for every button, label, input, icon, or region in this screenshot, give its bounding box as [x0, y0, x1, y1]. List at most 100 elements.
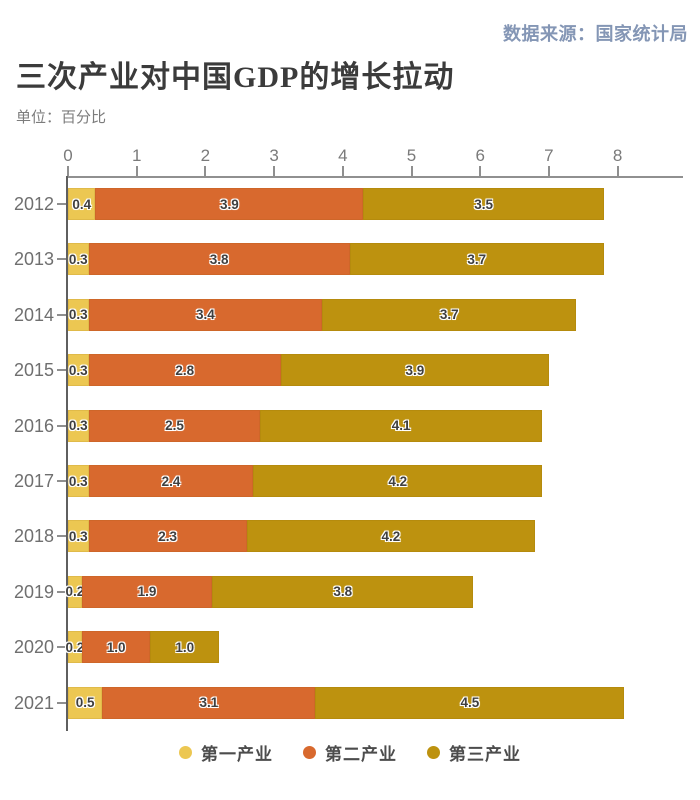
legend-label: 第二产业: [325, 745, 397, 764]
x-axis-tick-mark: [273, 166, 276, 176]
bar-value-label: 0.4: [72, 196, 92, 212]
bar-segment-第二产业: 3.1: [102, 686, 316, 719]
bar-segment-第三产业: 4.2: [246, 520, 536, 553]
data-source-text: 数据来源：国家统计局: [503, 24, 688, 44]
category-tick: [57, 646, 66, 649]
year-label: 2016: [13, 415, 54, 436]
bar-value-label: 3.7: [439, 307, 459, 323]
category-tick: [57, 313, 66, 316]
bar-value-label: 4.2: [381, 528, 401, 544]
x-axis-tick-label: 3: [269, 146, 279, 165]
bar-segment-第三产业: 3.8: [212, 575, 474, 608]
category-tick: [57, 424, 66, 427]
bar-segment-第三产业: 3.5: [363, 188, 604, 220]
bar-segment-第二产业: 2.3: [88, 520, 247, 553]
x-axis-tick-mark: [547, 166, 550, 176]
bar-segment-第二产业: 2.5: [88, 409, 261, 442]
bar-segment-第一产业: 0.3: [68, 243, 89, 276]
bar-value-label: 0.3: [68, 418, 88, 434]
bar-segment-第一产业: 0.3: [68, 409, 89, 442]
category-tick: [57, 535, 66, 538]
year-label: 2021: [13, 692, 54, 713]
bar-segment-第二产业: 1.0: [81, 631, 151, 664]
x-axis-tick-mark: [410, 166, 413, 176]
x-axis-tick-label: 7: [544, 146, 554, 165]
x-axis-tick-mark: [341, 166, 344, 176]
bar-segment-第三产业: 3.9: [280, 354, 549, 387]
x-axis-tick-label: 2: [200, 146, 211, 165]
legend-swatch-icon: [179, 746, 192, 759]
year-label: 2013: [13, 249, 54, 270]
bar-value-label: 4.1: [391, 418, 411, 434]
bar-value-label: 3.1: [199, 695, 219, 711]
year-label: 2015: [13, 360, 54, 381]
category-tick: [57, 590, 66, 593]
category-tick: [57, 369, 66, 372]
bar-value-label: 2.8: [175, 362, 195, 378]
x-axis-tick-label: 8: [612, 146, 623, 165]
bar-value-label: 2.4: [161, 473, 181, 489]
x-axis-tick-mark: [135, 166, 138, 176]
x-axis-tick-mark: [67, 166, 69, 176]
bar-value-label: 1.0: [106, 639, 126, 655]
bar-segment-第一产业: 0.5: [68, 686, 103, 719]
x-axis-tick-label: 0: [63, 146, 73, 165]
category-tick: [57, 203, 66, 205]
bar-segment-第二产业: 2.8: [88, 354, 281, 387]
legend-label: 第三产业: [449, 745, 521, 764]
bar-value-label: 3.7: [467, 251, 487, 267]
bar-segment-第三产业: 3.7: [349, 243, 604, 276]
x-axis-tick-mark: [479, 166, 482, 176]
bar-segment-第一产业: 0.2: [65, 631, 84, 664]
bar-value-label: 0.3: [68, 307, 88, 323]
legend-item-第三产业: 第三产业: [427, 740, 521, 765]
bar-segment-第一产业: 0.3: [68, 298, 89, 331]
year-label: 2014: [13, 304, 54, 325]
bar-segment-第三产业: 4.5: [315, 686, 625, 719]
legend-swatch-icon: [427, 746, 440, 759]
bar-value-label: 3.9: [405, 362, 425, 378]
bar-value-label: 2.3: [158, 528, 177, 544]
bar-segment-第一产业: 0.3: [68, 520, 89, 553]
y-axis: [66, 176, 68, 731]
bar-value-label: 1.9: [137, 584, 157, 600]
legend-swatch-icon: [303, 746, 316, 759]
bar-segment-第二产业: 1.9: [81, 575, 213, 608]
legend-item-第二产业: 第二产业: [303, 740, 397, 765]
year-label: 2017: [13, 471, 54, 491]
bar-segment-第一产业: 0.3: [68, 465, 89, 497]
bar-value-label: 4.2: [388, 473, 408, 489]
bar-segment-第二产业: 3.4: [88, 298, 323, 331]
x-axis-tick-label: 6: [475, 146, 485, 165]
year-label: 2012: [13, 194, 54, 214]
unit-label: 单位：百分比: [16, 109, 107, 126]
bar-segment-第二产业: 2.4: [88, 465, 254, 497]
bar-value-label: 0.3: [68, 473, 88, 489]
bar-value-label: 0.3: [68, 362, 88, 378]
category-tick: [57, 258, 66, 261]
bar-segment-第一产业: 0.4: [68, 188, 96, 220]
x-axis-tick-label: 4: [338, 146, 348, 165]
bar-segment-第三产业: 1.0: [150, 631, 220, 664]
bar-segment-第一产业: 0.2: [65, 575, 85, 608]
bar-segment-第三产业: 3.7: [322, 298, 577, 331]
category-tick: [57, 480, 66, 482]
x-axis-tick-mark: [204, 166, 207, 176]
year-label: 2019: [13, 581, 54, 602]
legend-item-第一产业: 第一产业: [179, 740, 273, 765]
bar-value-label: 0.5: [75, 695, 95, 711]
bar-value-label: 0.3: [68, 528, 88, 544]
legend-label: 第一产业: [201, 745, 273, 764]
chart-title: 三次产业对中国GDP的增长拉动: [16, 61, 455, 94]
bar-value-label: 3.5: [474, 196, 494, 212]
x-axis: [67, 176, 683, 178]
bar-value-label: 2.5: [165, 418, 184, 434]
bar-segment-第三产业: 4.1: [260, 409, 543, 442]
year-label: 2020: [13, 637, 54, 658]
bar-value-label: 0.3: [68, 251, 88, 267]
bar-value-label: 0.2: [65, 584, 85, 600]
year-label: 2018: [13, 526, 54, 547]
x-axis-tick-label: 1: [131, 146, 142, 165]
